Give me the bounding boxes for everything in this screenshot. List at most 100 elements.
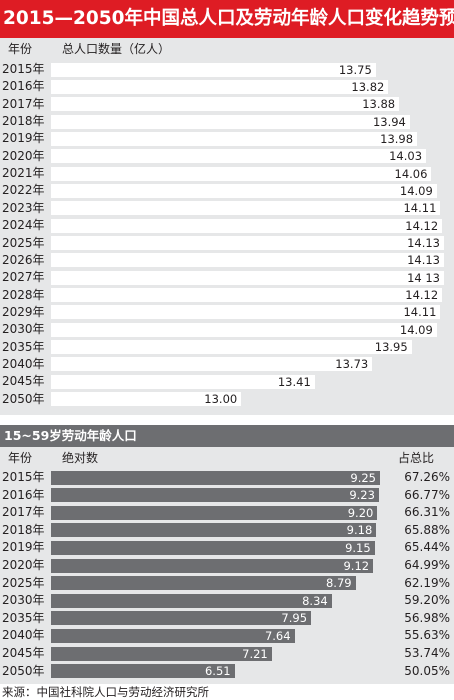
labor-population-bar [51,593,332,608]
year-label: 2015年 [2,470,45,484]
year-label: 2020年 [2,558,45,572]
total-population-bar [51,183,437,198]
year-label: 2018年 [2,114,45,129]
total-population-bar [51,62,376,77]
year-label: 2024年 [2,218,45,233]
year-label: 2019年 [2,131,45,146]
labor-population-value: 9.12 [343,558,370,573]
total-population-bar [51,253,444,268]
section2-year-header: 年份 [8,451,33,465]
total-population-value: 14 13 [407,270,440,285]
total-population-bar [51,166,432,181]
total-population-bar [51,392,242,407]
total-population-bar [51,218,443,233]
year-label: 2045年 [2,374,45,389]
labor-population-value: 7.21 [242,646,268,661]
labor-share-value: 59.20% [404,593,450,608]
total-population-bar [51,79,389,94]
year-label: 2045年 [2,646,45,660]
labor-population-bar [51,470,380,485]
year-label: 2030年 [2,322,45,337]
total-population-bar [51,288,443,303]
total-population-value: 13.88 [362,97,396,112]
total-population-value: 14.12 [405,218,439,233]
labor-population-value: 6.51 [204,664,231,679]
year-label: 2035年 [2,339,45,354]
year-label: 2026年 [2,252,45,267]
labor-share-value: 65.88% [404,522,450,537]
labor-share-value: 50.05% [404,663,450,678]
labor-population-bar [51,523,377,538]
year-label: 2040年 [2,356,45,371]
year-label: 2016年 [2,487,45,502]
total-population-value: 13.00 [204,392,238,407]
labor-population-bar [51,488,379,503]
total-population-bar [51,201,441,216]
year-label: 2016年 [2,79,45,94]
year-label: 2023年 [2,200,45,215]
labor-population-bar [51,646,272,661]
year-label: 2018年 [2,522,45,537]
labor-population-bar [51,558,374,573]
year-label: 2025年 [2,235,45,250]
labor-population-value: 8.79 [325,576,352,591]
labor-population-value: 9.25 [350,470,376,485]
total-population-value: 14.13 [407,236,440,250]
section2-title: 15~59岁劳动年龄人口 [0,425,454,447]
total-population-value: 13.82 [351,79,385,94]
total-population-value: 13.41 [277,374,311,389]
labor-population-bar [51,540,375,555]
labor-population-bar [51,505,378,520]
section1-value-header: 总人口数量（亿人） [62,42,171,56]
labor-population-value: 9.20 [347,505,374,520]
year-label: 2021年 [2,166,45,181]
total-population-value: 14.09 [399,322,433,337]
labor-population-value: 9.23 [349,488,375,503]
total-population-value: 14.12 [405,288,439,303]
labor-population-bar [51,628,295,643]
year-label: 2029年 [2,304,45,319]
year-label: 2025年 [2,575,45,590]
year-label: 2035年 [2,610,45,625]
labor-population-value: 7.64 [264,628,291,643]
year-label: 2028年 [2,287,45,302]
year-label: 2050年 [2,663,45,678]
total-population-value: 14.09 [399,183,433,198]
labor-share-value: 65.44% [404,540,450,555]
labor-population-bar [51,611,312,626]
chart-title: 2015—2050年中国总人口及劳动年龄人口变化趋势预测 [0,0,454,38]
labor-population-bar [51,664,235,679]
year-label: 2015年 [2,62,45,76]
source-note: 来源：中国社科院人口与劳动经济研究所 [2,685,209,699]
total-population-value: 13.73 [335,357,369,372]
labor-population-value: 7.95 [281,611,308,626]
year-label: 2027年 [2,270,45,285]
labor-population-bar [51,576,356,591]
total-population-value: 14.13 [407,253,440,268]
labor-share-value: 53.74% [404,646,450,660]
total-population-value: 14.11 [403,305,437,320]
total-population-value: 14.06 [394,166,428,181]
total-population-bar [51,357,373,372]
total-population-value: 14.11 [403,201,437,216]
year-label: 2019年 [2,540,45,555]
labor-population-value: 8.34 [302,593,328,608]
total-population-bar [51,131,418,146]
year-label: 2040年 [2,628,45,643]
labor-share-value: 55.63% [404,628,450,643]
year-label: 2020年 [2,148,45,163]
year-label: 2022年 [2,183,45,198]
total-population-value: 14.03 [389,149,423,164]
total-population-bar [51,322,437,337]
total-population-bar [51,114,410,129]
year-label: 2017年 [2,96,45,111]
total-population-value: 13.95 [374,340,408,355]
total-population-bar [51,149,427,164]
section2-value-header: 绝对数 [62,451,99,465]
total-population-value: 13.98 [380,131,414,146]
total-population-bar [51,374,315,389]
year-label: 2030年 [2,593,45,608]
labor-share-value: 66.31% [404,505,450,520]
labor-population-value: 9.18 [346,523,373,538]
labor-population-value: 9.15 [345,540,371,555]
